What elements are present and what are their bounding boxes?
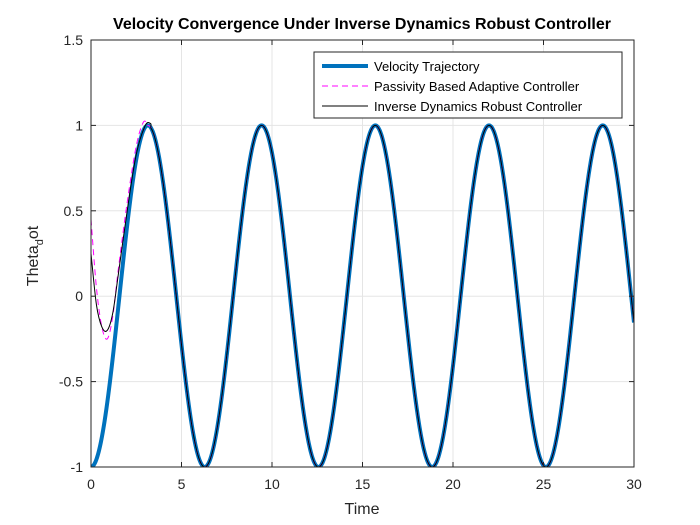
y-axis-label-main: Theta — [25, 245, 42, 286]
x-tick-label: 15 — [355, 476, 371, 492]
y-tick-label: -1 — [71, 459, 84, 475]
y-tick-label: 1 — [75, 117, 83, 133]
legend-label-2: Passivity Based Adaptive Controller — [374, 79, 580, 94]
x-tick-label: 20 — [445, 476, 461, 492]
x-tick-label: 0 — [87, 476, 95, 492]
x-tick-label: 10 — [264, 476, 280, 492]
x-tick-label: 5 — [178, 476, 186, 492]
y-axis-label-sub: d — [34, 239, 46, 245]
legend-label-1: Velocity Trajectory — [374, 59, 480, 74]
x-tick-label: 25 — [536, 476, 552, 492]
legend: Velocity Trajectory Passivity Based Adapt… — [313, 51, 623, 119]
ticks: 0 5 10 15 20 25 30 -1 -0.5 0 0.5 1 1.5 — [59, 32, 642, 492]
legend-box — [313, 51, 623, 119]
legend-label-3: Inverse Dynamics Robust Controller — [374, 99, 583, 114]
y-axis-label-tail: ot — [25, 225, 42, 239]
y-tick-label: 0.5 — [64, 203, 84, 219]
y-tick-label: 1.5 — [64, 32, 84, 48]
y-axis-label: Thetadot — [25, 225, 46, 286]
x-tick-label: 30 — [626, 476, 642, 492]
series-line-3 — [91, 121, 634, 467]
chart-title: Velocity Convergence Under Inverse Dynam… — [113, 16, 611, 33]
y-tick-label: 0 — [75, 288, 83, 304]
y-tick-label: -0.5 — [59, 374, 83, 390]
x-axis-label: Time — [345, 501, 380, 518]
